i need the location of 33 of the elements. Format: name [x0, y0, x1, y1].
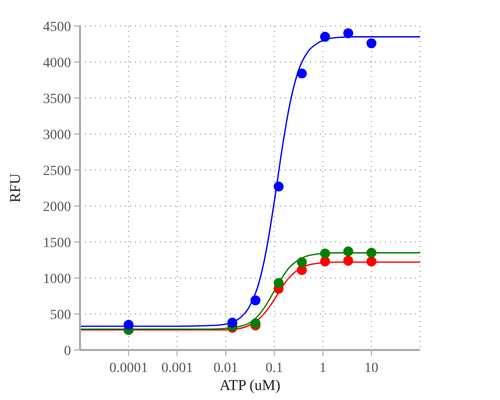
- y-tick-label: 4500: [43, 20, 71, 35]
- y-tick-label: 2500: [43, 164, 71, 179]
- x-tick-label: 1: [319, 361, 326, 376]
- y-tick-label: 2000: [43, 200, 71, 215]
- point: [250, 295, 260, 306]
- y-tick-label: 0: [64, 344, 71, 359]
- point: [343, 28, 354, 38]
- point: [274, 278, 284, 288]
- point: [320, 32, 330, 42]
- y-tick-label: 4000: [43, 56, 71, 71]
- point: [227, 318, 238, 328]
- x-tick-label: 0.01: [213, 361, 238, 376]
- point: [343, 246, 354, 256]
- point: [366, 256, 376, 266]
- y-tick-label: 1000: [43, 272, 71, 287]
- y-tick-label: 500: [50, 308, 71, 323]
- y-tick-label: 3000: [43, 128, 71, 143]
- point: [366, 38, 376, 48]
- point: [274, 182, 284, 192]
- y-axis-title: RFU: [8, 173, 24, 203]
- point: [296, 257, 307, 268]
- x-tick-label: 0.001: [161, 361, 193, 376]
- point: [296, 68, 307, 79]
- x-axis-title: ATP (uM): [220, 378, 280, 394]
- x-tick-label: 0.0001: [109, 361, 148, 376]
- point: [320, 248, 330, 259]
- y-tick-label: 3500: [43, 92, 71, 107]
- point: [250, 318, 260, 328]
- y-tick-label: 1500: [43, 236, 71, 251]
- point: [343, 256, 354, 266]
- x-tick-label: 10: [364, 361, 378, 376]
- point: [366, 248, 376, 258]
- x-tick-label: 0.1: [266, 361, 284, 376]
